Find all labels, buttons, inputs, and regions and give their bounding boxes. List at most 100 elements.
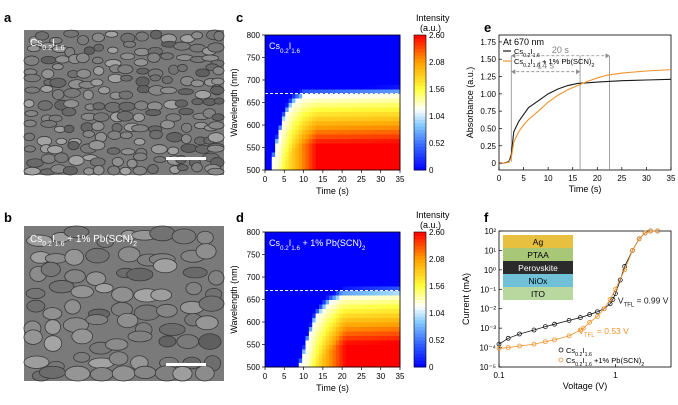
heatmap-cell (315, 71, 320, 76)
heatmap-cell (285, 57, 290, 63)
colorbar-cell (414, 99, 426, 103)
heatmap-cell (268, 344, 273, 350)
heatmap-cell (302, 66, 306, 72)
heatmap-cell (329, 147, 333, 153)
heatmap-cell (295, 80, 300, 85)
sem-grain (208, 270, 225, 286)
heatmap-cell (329, 232, 333, 237)
heatmap-cell (312, 93, 317, 99)
heatmap-cell (342, 53, 347, 58)
heatmap-cell (386, 344, 391, 350)
heatmap-cell (383, 39, 387, 45)
heatmap-cell (379, 331, 384, 336)
heatmap-cell (288, 111, 293, 117)
heatmap-cell (332, 259, 337, 264)
heatmap-cell (342, 116, 347, 121)
vtfl-label: VTFL = 0.53 V (578, 326, 629, 339)
heatmap-cell (396, 344, 401, 350)
heatmap-cell (396, 353, 401, 359)
heatmap-cell (369, 35, 374, 40)
heatmap-cell (329, 84, 333, 90)
heatmap-cell (346, 48, 350, 54)
heatmap-cell (359, 245, 364, 251)
heatmap-cell (298, 80, 303, 85)
heatmap-cell (268, 125, 273, 130)
heatmap-cell (376, 308, 381, 314)
heatmap-cell (352, 116, 357, 121)
colorbar-cell (414, 166, 426, 171)
heatmap-cell (298, 299, 303, 305)
heatmap-cell (349, 322, 354, 327)
heatmap-cell (268, 62, 273, 67)
heatmap-cell (312, 268, 317, 273)
heatmap-cell (305, 349, 310, 354)
heatmap-cell (315, 125, 320, 130)
heatmap-cell (335, 89, 340, 94)
colorbar-cell (414, 255, 426, 260)
heatmap-cell (335, 313, 340, 318)
heatmap-cell (305, 304, 310, 309)
heatmap-cell (393, 232, 398, 237)
heatmap-cell (389, 331, 394, 336)
heatmap-cell (278, 290, 283, 296)
sem-grain (195, 243, 217, 260)
heatmap-cell (292, 335, 296, 341)
sem-grain (191, 98, 204, 106)
heatmap-cell (389, 308, 394, 314)
heatmap-cell (305, 272, 310, 278)
heatmap-cell (268, 313, 273, 318)
heatmap-cell (339, 317, 344, 323)
heatmap-cell (288, 143, 293, 148)
heatmap-cell (373, 250, 377, 255)
heatmap-cell (265, 353, 269, 359)
heatmap-cell (271, 53, 276, 58)
heatmap-cell (332, 254, 337, 260)
colorbar-cell (414, 82, 426, 87)
heatmap-cell (268, 98, 273, 103)
heatmap-cell (312, 116, 317, 121)
heatmap-cell (335, 254, 340, 260)
heatmap-cell (335, 71, 340, 76)
heatmap-cell (325, 35, 330, 40)
heatmap-cell (298, 71, 303, 76)
heatmap-cell (335, 295, 340, 300)
heatmap-cell (376, 362, 381, 368)
heatmap-cell (376, 134, 381, 139)
x-tick-label: 25 (617, 174, 626, 183)
sem-grain (136, 85, 151, 94)
heatmap-cell (376, 39, 381, 45)
heatmap-cell (268, 161, 273, 166)
heatmap-cell (308, 299, 313, 305)
heatmap-cell (383, 304, 387, 309)
heatmap-cell (362, 358, 367, 363)
heatmap-cell (319, 84, 323, 90)
heatmap-cell (319, 152, 323, 157)
heatmap-cell (319, 48, 323, 54)
heatmap-cell (362, 71, 367, 76)
data-point (517, 331, 522, 337)
sem-grain (63, 88, 81, 98)
heatmap-cell (346, 299, 350, 305)
heatmap-cell (315, 98, 320, 103)
heatmap-cell (308, 80, 313, 85)
heatmap-cell (325, 152, 330, 157)
heatmap-cell (373, 259, 377, 264)
heatmap-cell (281, 254, 286, 260)
heatmap-cell (379, 71, 384, 76)
heatmap-cell (356, 241, 360, 246)
heatmap-cell (285, 147, 290, 153)
heatmap-cell (298, 161, 303, 166)
heatmap-cell (362, 362, 367, 368)
heatmap-cell (362, 326, 367, 332)
heatmap-cell (369, 272, 374, 278)
heatmap-cell (292, 277, 296, 282)
heatmap-cell (319, 259, 323, 264)
heatmap-cell (386, 236, 391, 242)
sem-grain (120, 52, 136, 61)
heatmap-cell (271, 286, 276, 291)
sem-grain (23, 55, 40, 66)
heatmap-cell (342, 89, 347, 94)
heatmap-cell (362, 66, 367, 72)
heatmap-cell (332, 362, 337, 368)
heatmap-cell (349, 326, 354, 332)
